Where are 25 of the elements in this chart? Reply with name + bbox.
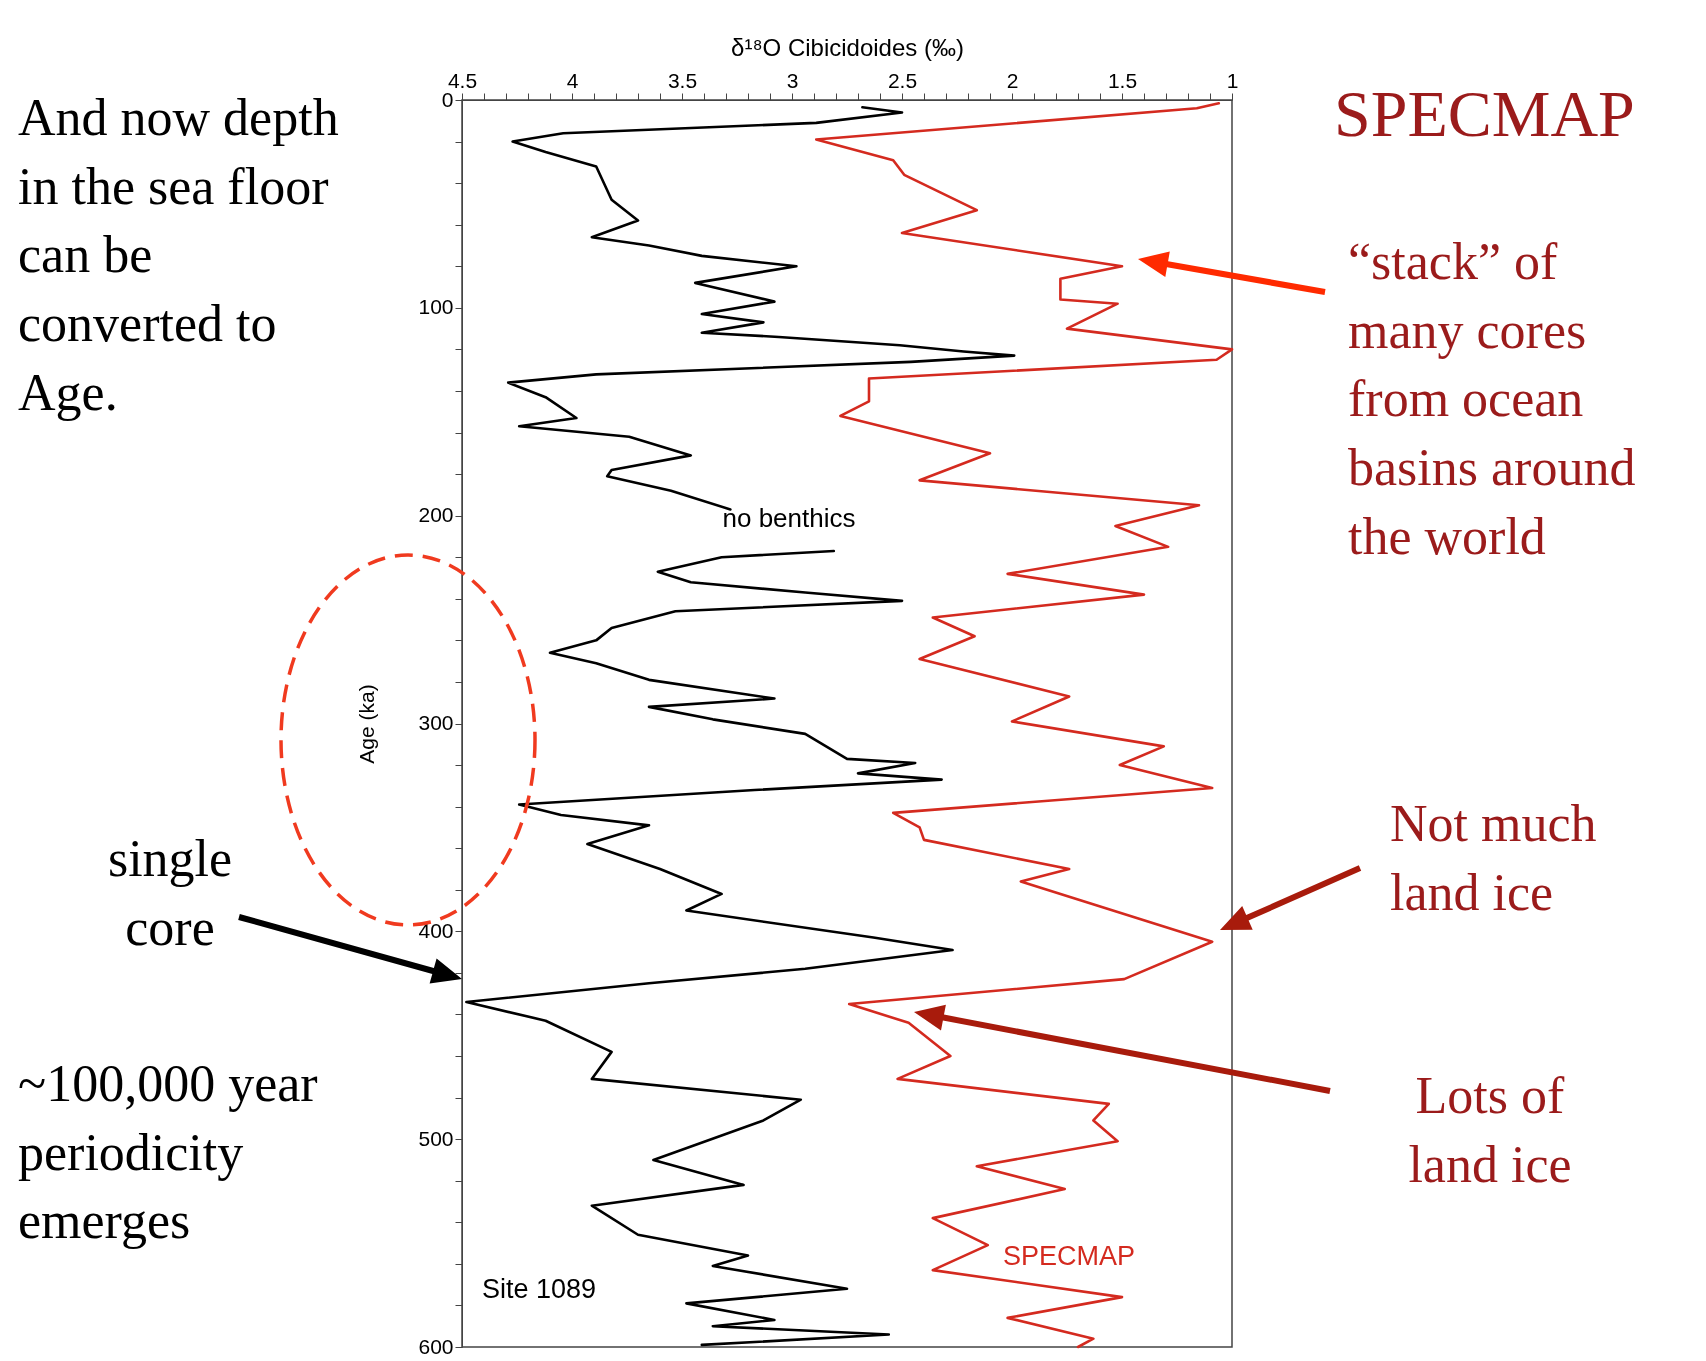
x-axis-title: δ¹⁸O Cibicidoides (‰) [731,33,964,61]
text: single core [106,829,234,958]
y-axis-title: Age (ka) [355,684,379,764]
x-tick-label: 2 [1006,68,1019,92]
y-tick-label: 500 [418,1126,454,1150]
series-label: SPECMAP [1003,1241,1136,1271]
x-tick-label: 1.5 [1107,68,1138,92]
x-tick-label: 2.5 [887,68,918,92]
text: Not much land ice [1390,794,1598,923]
text: Lots of land ice [1407,1066,1573,1195]
y-tick-label: 300 [418,711,454,734]
y-tick-label: 100 [418,295,454,319]
x-tick-label: 3.5 [667,68,698,92]
x-tick-label: 4 [566,68,579,92]
y-tick-label: 400 [418,918,454,942]
text: And now depth in the sea floor can be converted to Age. [18,88,340,423]
text: “stack” of many cores from ocean basins around the world [1348,232,1637,567]
text: ~100,000 year periodicity emerges [18,1054,319,1252]
x-tick-label: 3 [786,68,799,92]
x-tick-label: 1 [1226,68,1239,92]
y-tick-label: 200 [418,503,454,527]
text: SPECMAP [1334,76,1636,152]
text: Site 1089 [482,1274,597,1304]
annotation: no benthics [722,503,856,533]
y-tick-label: 600 [418,1334,454,1358]
